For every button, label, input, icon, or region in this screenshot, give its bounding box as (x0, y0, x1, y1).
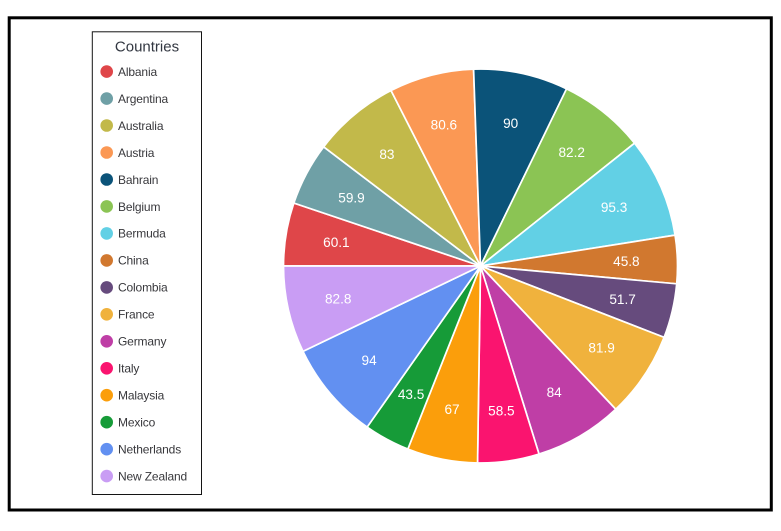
svg-text:Netherlands: Netherlands (118, 443, 181, 457)
svg-text:82.8: 82.8 (325, 291, 351, 306)
svg-text:Belgium: Belgium (118, 200, 160, 214)
svg-text:China: China (118, 254, 149, 268)
svg-text:Countries: Countries (115, 39, 179, 56)
svg-text:60.1: 60.1 (323, 235, 349, 250)
svg-text:Bermuda: Bermuda (118, 227, 166, 241)
svg-text:67: 67 (444, 402, 459, 417)
svg-text:59.9: 59.9 (338, 190, 364, 205)
svg-text:Mexico: Mexico (118, 416, 156, 430)
svg-text:Colombia: Colombia (118, 281, 168, 295)
svg-text:45.8: 45.8 (613, 254, 639, 269)
svg-text:81.9: 81.9 (588, 340, 614, 355)
svg-text:Australia: Australia (118, 119, 164, 133)
svg-text:94: 94 (362, 353, 378, 368)
svg-text:New Zealand: New Zealand (118, 469, 187, 483)
svg-text:58.5: 58.5 (488, 403, 514, 418)
svg-text:43.5: 43.5 (398, 387, 424, 402)
svg-text:Bahrain: Bahrain (118, 173, 158, 187)
svg-text:51.7: 51.7 (609, 292, 635, 307)
svg-text:Malaysia: Malaysia (118, 389, 165, 403)
svg-text:Austria: Austria (118, 146, 155, 160)
svg-text:82.2: 82.2 (558, 145, 584, 160)
svg-text:90: 90 (503, 116, 519, 131)
svg-text:84: 84 (547, 385, 563, 400)
svg-text:Argentina: Argentina (118, 92, 168, 106)
svg-text:83: 83 (379, 147, 394, 162)
svg-text:95.3: 95.3 (601, 200, 627, 215)
svg-text:France: France (118, 308, 155, 322)
svg-text:Albania: Albania (118, 65, 157, 79)
svg-text:Germany: Germany (118, 335, 166, 349)
svg-text:Italy: Italy (118, 362, 139, 376)
svg-text:80.6: 80.6 (431, 118, 457, 133)
